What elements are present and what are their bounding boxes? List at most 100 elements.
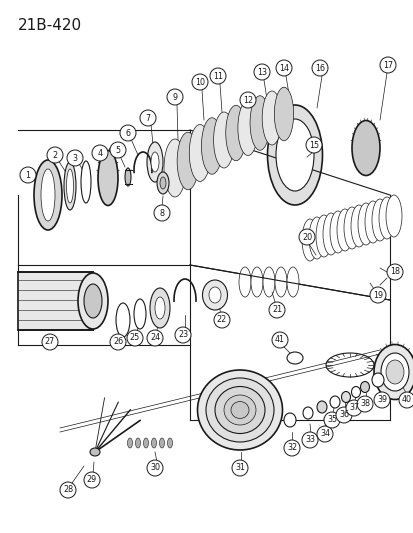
Ellipse shape (177, 132, 198, 190)
Ellipse shape (167, 438, 172, 448)
Text: 5: 5 (115, 146, 120, 155)
Text: 8: 8 (159, 208, 164, 217)
Text: 2: 2 (52, 150, 57, 159)
Circle shape (84, 472, 100, 488)
Ellipse shape (213, 112, 234, 168)
Ellipse shape (134, 299, 146, 329)
Text: 23: 23 (178, 330, 188, 340)
Ellipse shape (201, 118, 222, 174)
Circle shape (192, 74, 207, 90)
Text: 19: 19 (372, 290, 382, 300)
Ellipse shape (371, 373, 383, 387)
Circle shape (110, 142, 126, 158)
Ellipse shape (274, 267, 286, 297)
Ellipse shape (336, 209, 352, 251)
Ellipse shape (66, 169, 74, 203)
Ellipse shape (143, 438, 148, 448)
Ellipse shape (329, 396, 339, 408)
Ellipse shape (237, 101, 257, 156)
Ellipse shape (322, 213, 338, 255)
Circle shape (92, 145, 108, 161)
Ellipse shape (154, 297, 165, 319)
Ellipse shape (225, 105, 246, 161)
Circle shape (120, 125, 136, 141)
Text: 20: 20 (301, 232, 311, 241)
Text: 31: 31 (235, 464, 244, 472)
Ellipse shape (116, 303, 130, 337)
Ellipse shape (385, 195, 401, 237)
Ellipse shape (275, 119, 313, 191)
Ellipse shape (81, 161, 91, 203)
Ellipse shape (249, 96, 269, 150)
Text: 18: 18 (389, 268, 399, 277)
Circle shape (254, 64, 269, 80)
Ellipse shape (343, 207, 359, 249)
Ellipse shape (214, 386, 264, 433)
Text: 11: 11 (212, 71, 223, 80)
Ellipse shape (364, 201, 380, 243)
Circle shape (175, 327, 190, 343)
Ellipse shape (230, 401, 248, 418)
Ellipse shape (262, 267, 274, 297)
Ellipse shape (286, 267, 298, 297)
Ellipse shape (64, 162, 76, 210)
Ellipse shape (302, 407, 312, 419)
Ellipse shape (267, 105, 322, 205)
Ellipse shape (151, 438, 156, 448)
Ellipse shape (238, 267, 250, 297)
Circle shape (214, 312, 230, 328)
Circle shape (379, 57, 395, 73)
Text: 15: 15 (308, 141, 318, 149)
Ellipse shape (197, 370, 282, 450)
Circle shape (323, 412, 339, 428)
Text: 25: 25 (130, 334, 140, 343)
Circle shape (271, 332, 287, 348)
Ellipse shape (341, 392, 350, 402)
Circle shape (305, 137, 321, 153)
Circle shape (110, 334, 126, 350)
Circle shape (209, 68, 225, 84)
Ellipse shape (159, 177, 166, 189)
Ellipse shape (286, 352, 302, 364)
Circle shape (20, 167, 36, 183)
Ellipse shape (206, 378, 273, 442)
Ellipse shape (135, 438, 140, 448)
Circle shape (47, 147, 63, 163)
Ellipse shape (223, 395, 255, 425)
Text: 24: 24 (150, 334, 160, 343)
Circle shape (60, 482, 76, 498)
Text: 37: 37 (348, 403, 358, 413)
Ellipse shape (90, 448, 100, 456)
Ellipse shape (127, 438, 132, 448)
Circle shape (147, 460, 163, 476)
Text: 12: 12 (242, 95, 252, 104)
Text: 21: 21 (271, 305, 281, 314)
Ellipse shape (125, 168, 131, 186)
Text: 1: 1 (26, 171, 31, 180)
Ellipse shape (378, 197, 394, 239)
Ellipse shape (151, 152, 159, 172)
Text: 22: 22 (216, 316, 227, 325)
Ellipse shape (164, 139, 185, 197)
Text: 39: 39 (376, 395, 386, 405)
Ellipse shape (308, 217, 324, 259)
Text: 28: 28 (63, 486, 73, 495)
Text: 41: 41 (274, 335, 284, 344)
Text: 29: 29 (87, 475, 97, 484)
Circle shape (268, 302, 284, 318)
Circle shape (166, 89, 183, 105)
Text: 36: 36 (338, 410, 348, 419)
Ellipse shape (157, 172, 169, 194)
Circle shape (67, 150, 83, 166)
Circle shape (140, 110, 156, 126)
Text: 9: 9 (172, 93, 177, 101)
Circle shape (316, 426, 332, 442)
Text: 14: 14 (278, 63, 288, 72)
Text: 38: 38 (359, 400, 369, 408)
Circle shape (373, 392, 389, 408)
Ellipse shape (373, 344, 413, 400)
Text: 4: 4 (97, 149, 102, 157)
Ellipse shape (385, 360, 403, 384)
Ellipse shape (301, 219, 317, 261)
Circle shape (301, 432, 317, 448)
